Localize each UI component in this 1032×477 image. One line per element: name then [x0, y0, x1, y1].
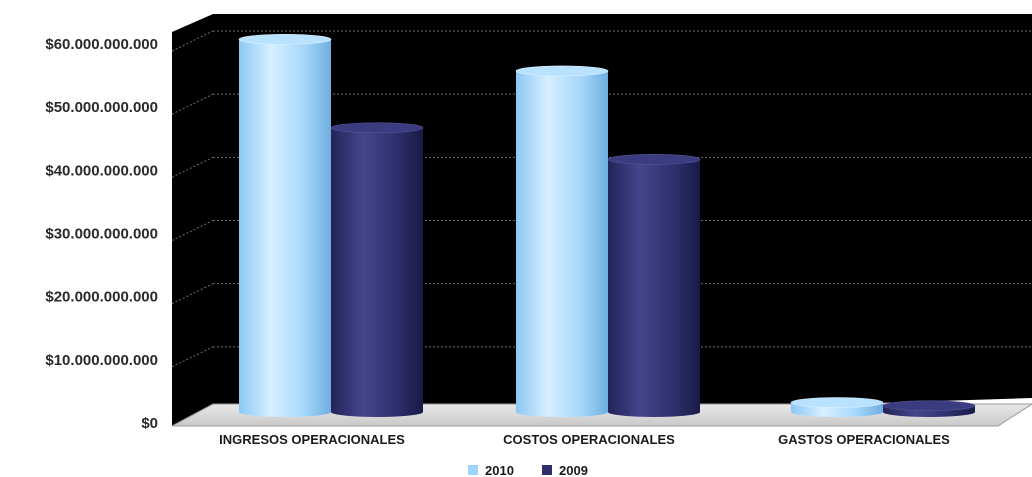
- y-axis-tick-labels: $0 $10.000.000.000 $20.000.000.000 $30.000.…: [45, 36, 158, 432]
- y-tick-label: $50.000.000.000: [45, 99, 158, 116]
- bar-top: [790, 397, 884, 408]
- category-label: GASTOS OPERACIONALES: [778, 432, 950, 447]
- bar-2010-3: [790, 397, 884, 417]
- bar-top: [238, 34, 332, 45]
- legend-label: 2010: [485, 463, 514, 477]
- bar-2009-3: [882, 400, 976, 417]
- legend-label: 2009: [559, 463, 588, 477]
- bar-2009-1: [330, 122, 424, 417]
- y-tick-label: $60.000.000.000: [45, 36, 158, 53]
- legend-swatch-2009: [542, 465, 552, 475]
- bar-2009-2: [607, 154, 701, 418]
- bar-body: [516, 70, 608, 418]
- y-tick-label: $20.000.000.000: [45, 289, 158, 306]
- category-label: INGRESOS OPERACIONALES: [219, 432, 405, 447]
- bars: [238, 34, 976, 418]
- bar-top: [515, 65, 609, 77]
- legend-swatch-2010: [468, 465, 478, 475]
- legend: 2010 2009: [468, 463, 588, 477]
- y-tick-label: $40.000.000.000: [45, 162, 158, 179]
- bar-top: [882, 400, 976, 411]
- y-tick-label: $10.000.000.000: [45, 352, 158, 369]
- bar-body: [331, 127, 423, 417]
- bar-body: [608, 159, 700, 418]
- y-tick-label: $0: [141, 415, 158, 432]
- y-tick-label: $30.000.000.000: [45, 226, 158, 243]
- bar-2010-1: [238, 34, 332, 418]
- bar-top: [330, 122, 424, 134]
- bar-top: [607, 154, 701, 165]
- bar-2010-2: [515, 65, 609, 418]
- bar-body: [239, 39, 331, 418]
- x-axis-category-labels: INGRESOS OPERACIONALES COSTOS OPERACIONAL…: [219, 432, 950, 447]
- category-label: COSTOS OPERACIONALES: [503, 432, 675, 447]
